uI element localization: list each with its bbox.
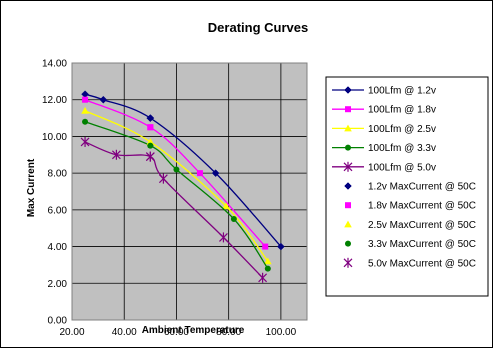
- series-8: [146, 138, 155, 145]
- plot-frame: [71, 62, 308, 321]
- legend-label: 2.5v MaxCurrent @ 50C: [368, 220, 476, 231]
- legend-marker: [345, 106, 351, 113]
- chart-title: Derating Curves: [208, 20, 308, 35]
- x-tick-label: 40.00: [112, 327, 137, 338]
- y-tick-label: 2.00: [48, 279, 68, 290]
- y-tick-label: 8.00: [48, 169, 68, 180]
- legend-marker: [344, 86, 352, 94]
- data-point: [147, 124, 154, 131]
- data-point: [264, 265, 271, 272]
- legend-marker: [345, 240, 351, 247]
- y-tick-label: 14.00: [42, 59, 67, 70]
- data-point: [146, 138, 155, 145]
- legend-box: [325, 76, 489, 297]
- legend-marker: [344, 220, 352, 228]
- legend-label: 100Lfm @ 2.5v: [368, 124, 436, 135]
- data-point: [277, 242, 285, 251]
- plot-background: [72, 63, 307, 320]
- series-line: [84, 99, 266, 248]
- x-tick-label: 80.00: [216, 327, 241, 338]
- legend-entry: 100Lfm @ 1.8v: [332, 105, 436, 116]
- series-7: [147, 124, 154, 131]
- x-tick-label: 100.00: [266, 327, 297, 338]
- series-line: [84, 110, 269, 262]
- y-axis-label: Max Current: [26, 158, 37, 217]
- legend-label: 100Lfm @ 1.2v: [368, 86, 436, 97]
- legend-label: 100Lfm @ 5.0v: [368, 162, 436, 173]
- legend-entry: 3.3v MaxCurrent @ 50C: [345, 239, 476, 250]
- x-tick-label: 60.00: [164, 327, 189, 338]
- data-point: [262, 243, 269, 250]
- data-point: [264, 257, 272, 265]
- legend-entry: 100Lfm @ 5.0v: [332, 161, 436, 173]
- legend-entry: 100Lfm @ 2.5v: [332, 124, 436, 135]
- data-point: [147, 142, 154, 149]
- legend-label: 1.2v MaxCurrent @ 50C: [368, 182, 476, 193]
- y-tick-label: 6.00: [48, 205, 68, 216]
- legend-entry: 5.0v MaxCurrent @ 50C: [343, 257, 476, 269]
- data-point: [111, 149, 121, 160]
- legend-marker: [345, 144, 351, 151]
- legend-marker: [345, 202, 351, 209]
- data-point: [82, 118, 89, 125]
- data-point: [222, 202, 230, 210]
- legend-label: 100Lfm @ 1.8v: [368, 105, 436, 116]
- data-point: [230, 216, 237, 223]
- x-axis-label: Ambient Temperature: [142, 325, 245, 336]
- legend: 100Lfm @ 1.2v 100Lfm @ 1.8v 100Lfm @ 2.5v 1…: [325, 76, 489, 297]
- data-point: [211, 169, 220, 177]
- data-point: [82, 96, 89, 103]
- data-point: [146, 114, 155, 122]
- series-10: [145, 151, 155, 162]
- data-point: [145, 151, 155, 162]
- y-tick-label: 0.00: [48, 316, 68, 327]
- data-point: [99, 95, 108, 104]
- y-tick-label: 12.00: [42, 95, 67, 106]
- data-point: [219, 232, 228, 243]
- legend-label: 5.0v MaxCurrent @ 50C: [368, 258, 476, 269]
- legend-marker: [343, 161, 353, 172]
- series-6: [146, 114, 155, 122]
- series-9: [147, 142, 154, 149]
- plot-area: 0.00 2.00 4.00 6.00 8.00 10.00 12.00 14.00 20.00…: [42, 59, 308, 338]
- legend-label: 100Lfm @ 3.3v: [368, 143, 436, 154]
- y-tick-label: 4.00: [48, 242, 68, 253]
- legend-entry: 1.8v MaxCurrent @ 50C: [345, 201, 476, 212]
- legend-entry: 1.2v MaxCurrent @ 50C: [344, 182, 476, 193]
- legend-label: 3.3v MaxCurrent @ 50C: [368, 239, 476, 250]
- legend-marker: [343, 257, 353, 268]
- legend-entry: 100Lfm @ 3.3v: [332, 143, 436, 154]
- y-tick-label: 10.00: [42, 132, 67, 143]
- data-point: [258, 272, 268, 283]
- data-point: [80, 136, 90, 147]
- data-point: [196, 170, 203, 177]
- legend-marker: [344, 182, 352, 190]
- data-point: [81, 106, 89, 114]
- data-point: [158, 173, 168, 184]
- legend-entry: 2.5v MaxCurrent @ 50C: [344, 220, 476, 231]
- data-point: [173, 166, 180, 173]
- legend-entry: 100Lfm @ 1.2v: [332, 86, 436, 97]
- legend-marker: [344, 124, 352, 132]
- x-tick-label: 20.00: [59, 327, 84, 338]
- series-line: [84, 93, 282, 248]
- legend-label: 1.8v MaxCurrent @ 50C: [368, 201, 476, 212]
